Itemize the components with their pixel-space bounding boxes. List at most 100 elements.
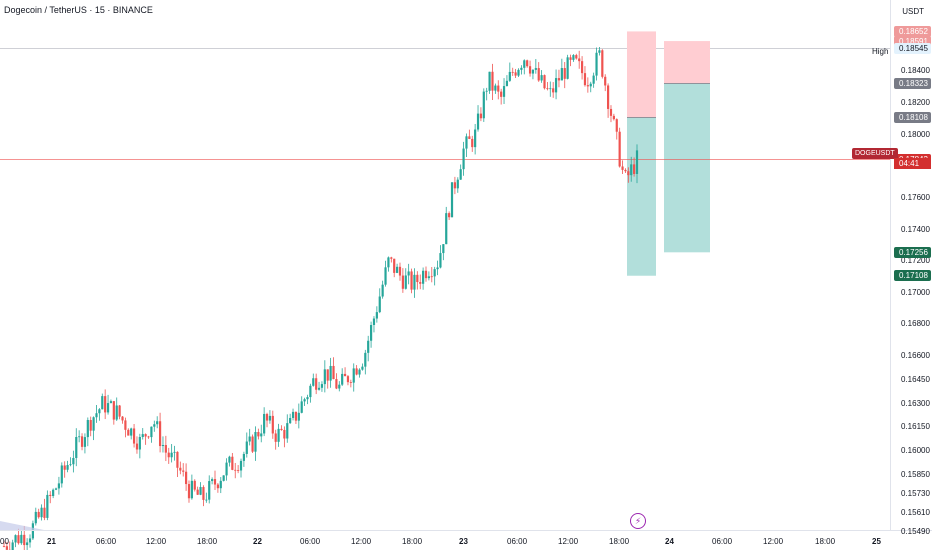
price-tag: 0.18108: [894, 111, 931, 123]
candle-body: [468, 136, 471, 139]
time-tick-label: 06:00: [300, 537, 321, 546]
take-profit-zone: [664, 83, 710, 253]
candle-body: [92, 417, 95, 431]
candle-body: [479, 113, 483, 119]
candle-body: [419, 282, 422, 284]
candle-body: [398, 266, 402, 276]
candle-body: [598, 50, 601, 53]
candle-body: [2, 546, 6, 547]
candle-body: [413, 274, 416, 290]
candle-body: [286, 423, 289, 439]
stop-loss-zone: [664, 41, 710, 84]
candle-body: [43, 507, 46, 518]
candle-body: [98, 409, 101, 414]
candle-body: [494, 85, 497, 91]
price-tick-label: 0.16800: [901, 319, 930, 329]
candle-body: [46, 494, 49, 518]
candle-body: [211, 479, 214, 482]
candle-body: [17, 535, 20, 544]
time-tick-label: 18:00: [609, 537, 630, 546]
candle-body: [537, 68, 540, 81]
high-label: High: [872, 47, 889, 56]
candle-body: [552, 88, 555, 93]
candle-body: [343, 373, 347, 377]
price-tick-label: 0.17200: [901, 256, 930, 266]
price-tick-label: 0.16450: [901, 374, 930, 384]
candle-body: [63, 465, 66, 470]
candle-body: [121, 416, 124, 421]
candle-body: [228, 456, 231, 463]
candle-body: [606, 85, 610, 109]
candle-body: [372, 318, 376, 325]
candle-body: [609, 108, 613, 116]
candle-body: [592, 75, 595, 84]
candle-body: [578, 58, 581, 62]
candle-body: [560, 68, 563, 81]
candle-body: [526, 60, 529, 67]
candle-body: [234, 469, 237, 471]
take-profit-zone: [627, 117, 656, 276]
candle-body: [566, 57, 569, 79]
candle-body: [167, 452, 170, 458]
candle-body: [254, 432, 257, 452]
lightning-icon[interactable]: ⚡: [630, 513, 646, 529]
candle-body: [549, 88, 552, 90]
candle-body: [222, 475, 225, 481]
candle-body: [89, 420, 92, 431]
candle-body: [130, 428, 133, 436]
price-tag: 0.18545: [894, 42, 931, 54]
candle-body: [471, 138, 474, 148]
candle-body: [317, 387, 321, 390]
candle-body: [572, 55, 575, 60]
drawing-shade: [0, 521, 44, 530]
time-tick-label: 12:00: [146, 537, 167, 546]
time-tick-label: 00: [0, 537, 9, 546]
candle-body: [554, 78, 558, 93]
price-tag: 0.18652: [894, 25, 931, 37]
price-tick-label: 0.15850: [901, 469, 930, 479]
candle-body: [101, 396, 104, 410]
candle-body: [187, 484, 191, 499]
stop-loss-zone: [627, 31, 656, 118]
candle-body: [390, 257, 393, 259]
candle-body: [433, 269, 436, 277]
candle-body: [75, 436, 78, 458]
currency-label: USDT: [902, 7, 924, 16]
time-tick-label: 18:00: [402, 537, 423, 546]
candle-body: [312, 378, 315, 386]
candle-body: [355, 368, 358, 375]
time-tick-label: 22: [253, 537, 262, 546]
candle-body: [612, 115, 615, 120]
candle-body: [161, 445, 165, 447]
candle-body: [335, 379, 338, 389]
price-tick-label: 0.16300: [901, 398, 930, 408]
candle-body: [277, 428, 280, 442]
candle-body: [78, 436, 81, 438]
candle-body: [268, 415, 272, 421]
candle-body: [448, 213, 451, 218]
candle-body: [543, 75, 546, 89]
candle-body: [627, 171, 630, 176]
candle-body: [147, 436, 150, 438]
candle-body: [497, 85, 500, 92]
candle-body: [422, 270, 425, 284]
candle-body: [465, 136, 468, 149]
candle-body: [508, 71, 511, 81]
candle-body: [5, 546, 8, 550]
price-tick-label: 0.16150: [901, 422, 930, 432]
candle-body: [364, 352, 367, 367]
candle-body: [112, 401, 115, 420]
time-tick-label: 18:00: [815, 537, 836, 546]
candle-body: [106, 403, 110, 413]
candle-body: [387, 257, 390, 268]
candle-body: [395, 266, 399, 273]
candle-body: [404, 275, 407, 289]
candle-body: [213, 479, 217, 485]
candle-body: [445, 213, 448, 245]
candle-body: [618, 131, 621, 167]
candle-body: [410, 271, 413, 290]
candle-body: [476, 113, 480, 130]
candle-body: [109, 401, 113, 404]
candle-body: [158, 421, 162, 447]
